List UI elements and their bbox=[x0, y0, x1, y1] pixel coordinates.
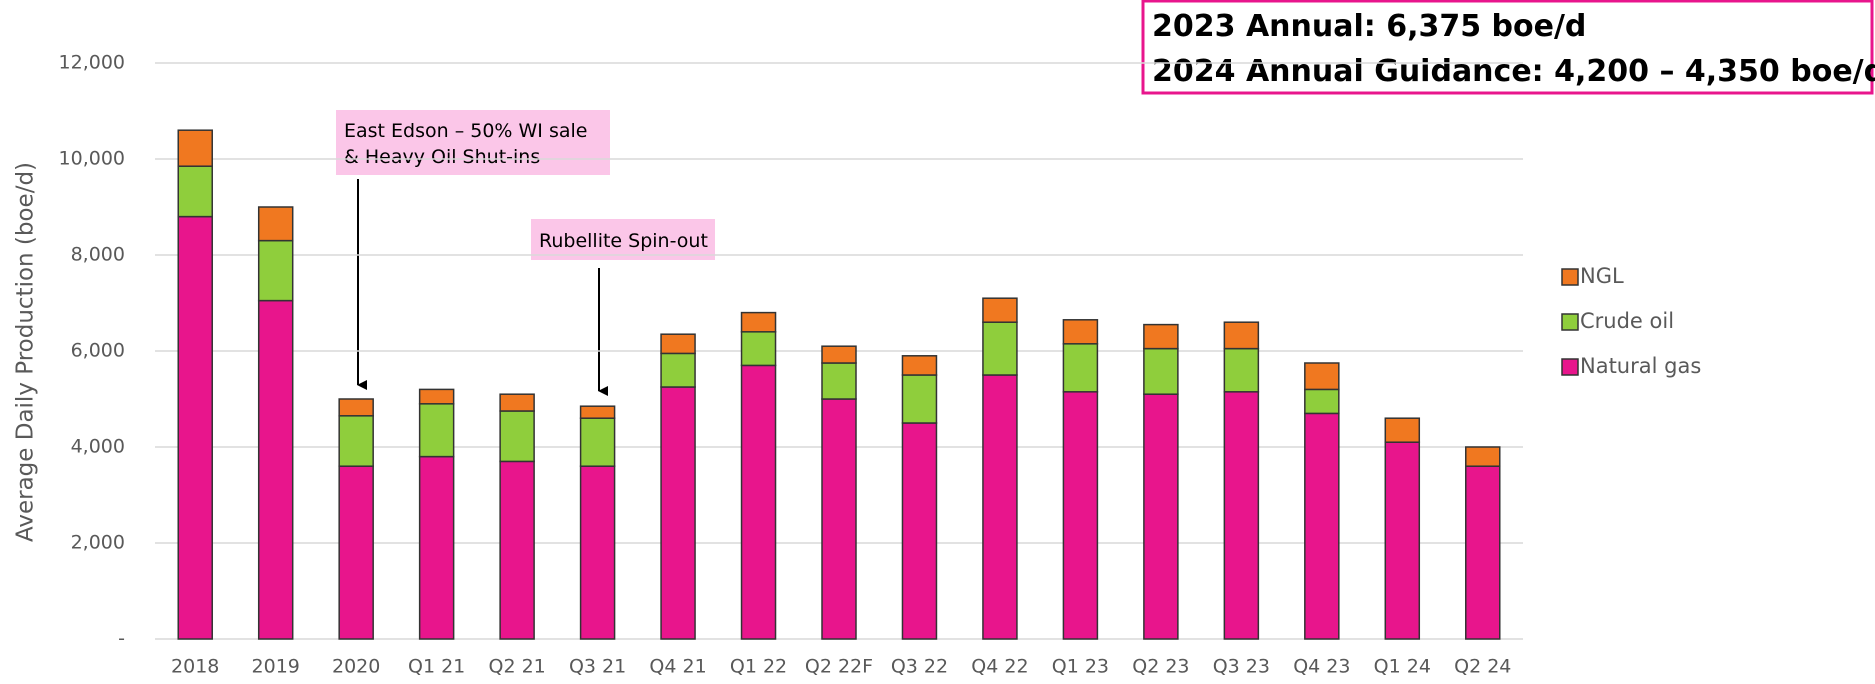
headline-text: 2023 Annual: 6,375 boe/d bbox=[1152, 9, 1586, 44]
bar-segment bbox=[1384, 441, 1421, 640]
bar-segment bbox=[499, 410, 535, 463]
x-tick-label: Q4 22 bbox=[971, 656, 1028, 678]
bar-segment bbox=[338, 415, 374, 467]
y-tick-label: 12,000 bbox=[59, 52, 125, 74]
bar-segment bbox=[579, 465, 616, 640]
bar-segment bbox=[1465, 446, 1501, 467]
bar-segment bbox=[1304, 388, 1340, 415]
bar-segment bbox=[1223, 347, 1260, 393]
x-tick-label: Q4 21 bbox=[649, 656, 706, 678]
bar-segment bbox=[1304, 362, 1340, 391]
bar-segment bbox=[740, 311, 777, 333]
bar-segment bbox=[821, 345, 857, 364]
x-tick-label: Q1 21 bbox=[408, 656, 465, 678]
bar-segment bbox=[982, 297, 1018, 323]
x-tick-label: 2019 bbox=[252, 656, 300, 678]
annotation-text: & Heavy Oil Shut-ins bbox=[344, 146, 540, 168]
bar-segment bbox=[740, 364, 777, 640]
x-tick-label: Q2 21 bbox=[488, 656, 545, 678]
bar-segment bbox=[660, 333, 696, 355]
bar-segment bbox=[1062, 319, 1099, 345]
legend-label: Natural gas bbox=[1580, 354, 1701, 378]
bar-segment bbox=[1304, 412, 1340, 640]
bar-segment bbox=[901, 422, 938, 640]
y-tick-label: 4,000 bbox=[71, 436, 125, 458]
y-tick-label: 2,000 bbox=[71, 532, 125, 554]
bar-segment bbox=[1143, 347, 1179, 395]
bar-segment bbox=[901, 355, 938, 376]
bar-segment bbox=[1384, 417, 1421, 443]
bar-segment bbox=[257, 299, 294, 640]
bar-segment bbox=[1143, 323, 1179, 350]
y-tick-label: - bbox=[118, 628, 125, 650]
headline-text: 2024 Annual Guidance: 4,200 – 4,350 boe/… bbox=[1152, 54, 1875, 89]
y-tick-label: 10,000 bbox=[59, 148, 125, 170]
legend-label: NGL bbox=[1580, 264, 1624, 288]
bar-segment bbox=[177, 215, 213, 640]
bar-segment bbox=[418, 403, 455, 458]
legend-swatch bbox=[1561, 358, 1579, 376]
x-tick-label: Q2 22F bbox=[805, 656, 873, 678]
legend-swatch bbox=[1561, 313, 1579, 331]
bar-segment bbox=[982, 321, 1018, 376]
bar-segment bbox=[499, 393, 535, 412]
bar-segment bbox=[1223, 391, 1260, 640]
bar-segment bbox=[1062, 391, 1099, 640]
annotation-box bbox=[531, 219, 715, 260]
annotation-text: East Edson – 50% WI sale bbox=[344, 120, 587, 142]
legend-label: Crude oil bbox=[1580, 309, 1674, 333]
bar-segment bbox=[1223, 321, 1260, 350]
bar-segment bbox=[821, 398, 857, 640]
bar-segment bbox=[177, 165, 213, 218]
bar-segment bbox=[1465, 465, 1501, 640]
y-tick-label: 6,000 bbox=[71, 340, 125, 362]
annotation-text: Rubellite Spin-out bbox=[539, 230, 708, 252]
headline-box bbox=[1141, 0, 1874, 95]
bar-segment bbox=[821, 362, 857, 400]
x-tick-label: Q3 23 bbox=[1213, 656, 1270, 678]
bar-segment bbox=[257, 239, 294, 302]
bar-segment bbox=[982, 374, 1018, 640]
bar-segment bbox=[177, 129, 213, 167]
x-tick-label: Q1 24 bbox=[1374, 656, 1431, 678]
x-tick-label: 2020 bbox=[332, 656, 380, 678]
bar-segment bbox=[338, 398, 374, 417]
bar-segment bbox=[499, 460, 535, 640]
bar-segment bbox=[660, 386, 696, 640]
bar-segment bbox=[1062, 343, 1099, 393]
legend-swatch bbox=[1561, 268, 1579, 286]
annotation-box bbox=[336, 110, 610, 175]
x-tick-label: Q3 21 bbox=[569, 656, 626, 678]
bar-segment bbox=[740, 331, 777, 367]
bar-segment bbox=[418, 388, 455, 405]
x-tick-label: Q2 24 bbox=[1454, 656, 1511, 678]
x-tick-label: Q4 23 bbox=[1293, 656, 1350, 678]
bar-segment bbox=[660, 352, 696, 388]
x-tick-label: Q1 22 bbox=[730, 656, 787, 678]
bar-segment bbox=[257, 206, 294, 242]
x-tick-label: Q1 23 bbox=[1052, 656, 1109, 678]
bar-segment bbox=[901, 374, 938, 424]
y-tick-label: 8,000 bbox=[71, 244, 125, 266]
x-tick-label: 2018 bbox=[171, 656, 219, 678]
x-tick-label: Q2 23 bbox=[1132, 656, 1189, 678]
bar-segment bbox=[338, 465, 374, 640]
bar-segment bbox=[418, 455, 455, 640]
bar-segment bbox=[579, 405, 616, 419]
x-tick-label: Q3 22 bbox=[891, 656, 948, 678]
y-axis-label: Average Daily Production (boe/d) bbox=[13, 162, 39, 542]
bar-segment bbox=[1143, 393, 1179, 640]
bar-segment bbox=[579, 417, 616, 467]
